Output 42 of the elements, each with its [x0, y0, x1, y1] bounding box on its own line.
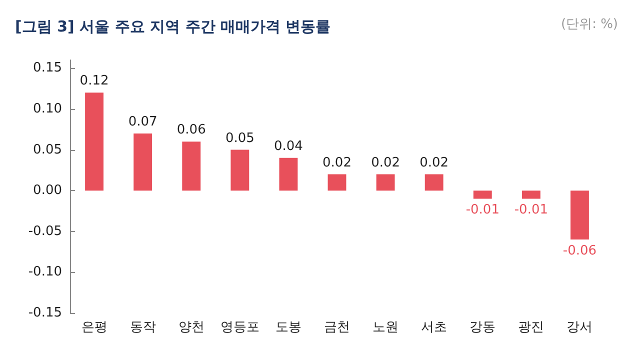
data-label: 0.05	[225, 130, 254, 146]
y-tick-label: 0.15	[33, 60, 62, 76]
y-tick-label: 0.00	[33, 183, 62, 198]
bar	[279, 158, 298, 191]
data-label: 0.04	[274, 138, 303, 154]
data-label: 0.07	[128, 114, 158, 130]
x-tick-label: 은평	[81, 320, 108, 335]
bar	[85, 92, 104, 191]
data-label: 0.02	[322, 155, 352, 170]
x-tick-label: 노원	[372, 320, 399, 335]
x-tick-label: 강동	[470, 320, 496, 335]
x-tick-label: 동작	[130, 320, 156, 335]
chart-title: [그림 3] 서울 주요 지역 주간 매매가격 변동률	[15, 18, 331, 36]
y-tick-label: 0.10	[33, 101, 62, 116]
x-tick-label: 도봉	[275, 320, 302, 335]
y-tick-label: -0.10	[28, 264, 62, 280]
bar	[424, 174, 444, 191]
bar	[182, 142, 201, 191]
bar	[376, 174, 395, 191]
data-label: -0.01	[514, 202, 548, 218]
x-tick-label: 서초	[421, 320, 448, 335]
bar	[230, 150, 250, 191]
data-label: 0.02	[420, 155, 449, 170]
x-tick-label: 강서	[566, 320, 593, 335]
data-label: 0.12	[80, 74, 109, 89]
bar	[473, 190, 492, 199]
x-tick-label: 영등포	[220, 320, 260, 335]
data-label: 0.02	[371, 155, 400, 170]
bar	[134, 133, 152, 191]
bar	[570, 190, 589, 240]
data-label: 0.06	[176, 122, 206, 138]
y-tick-label: 0.05	[33, 142, 62, 158]
x-tick-label: 양천	[178, 320, 204, 335]
y-tick-label: -0.15	[28, 306, 62, 320]
y-tick-label: -0.05	[28, 224, 62, 239]
data-label: -0.06	[562, 244, 597, 259]
text: (단위: %)	[560, 17, 618, 32]
x-tick-label: 광진	[518, 320, 544, 335]
bar	[522, 190, 540, 199]
x-tick-label: 금천	[324, 320, 350, 335]
bar	[328, 174, 346, 191]
data-label: -0.01	[466, 202, 500, 218]
